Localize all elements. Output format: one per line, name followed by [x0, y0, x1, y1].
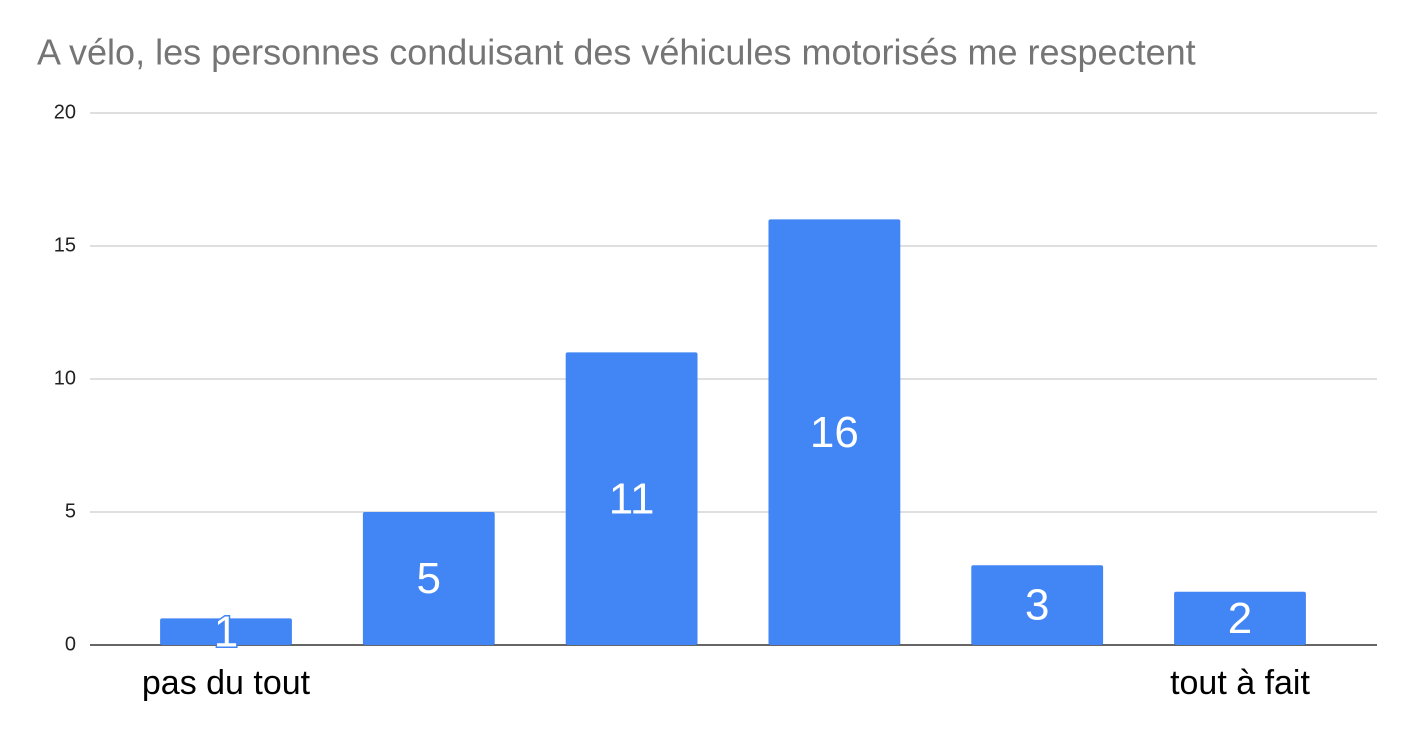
x-tick-label: tout à fait — [1170, 664, 1310, 702]
data-label: 3 — [1025, 581, 1049, 630]
data-label: 16 — [810, 408, 859, 457]
y-tick-label: 10 — [54, 367, 76, 389]
bar — [160, 618, 292, 645]
y-tick-label: 15 — [54, 234, 76, 256]
y-tick-label: 20 — [54, 101, 76, 123]
data-label: 1 — [214, 607, 238, 656]
bar — [971, 565, 1104, 645]
y-tick-label: 0 — [65, 633, 76, 655]
data-label: 11 — [609, 474, 655, 523]
y-tick-label: 5 — [65, 500, 76, 522]
data-label: 5 — [417, 554, 441, 603]
bar — [565, 352, 698, 645]
data-label: 2 — [1228, 594, 1252, 643]
bar — [768, 219, 901, 645]
bar — [1174, 591, 1306, 645]
chart-title: A vélo, les personnes conduisant des véh… — [37, 32, 1196, 73]
bar — [362, 512, 495, 645]
x-tick-label: pas du tout — [142, 664, 311, 702]
